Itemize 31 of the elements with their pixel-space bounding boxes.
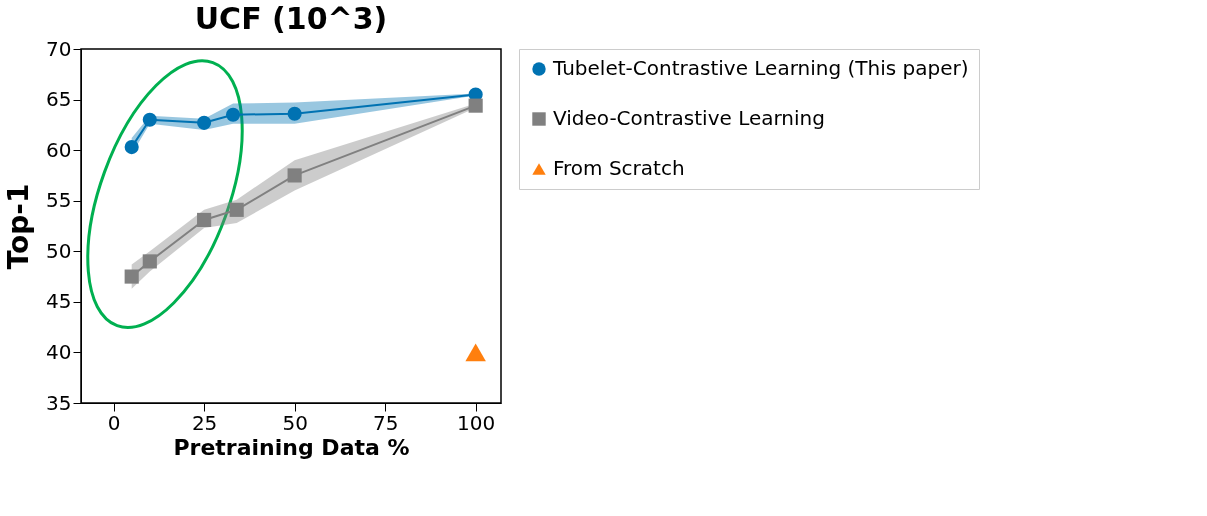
point <box>468 98 483 113</box>
y-axis-title: Top-1 <box>2 183 36 270</box>
y-tick-label: 55 <box>46 188 72 213</box>
x-tick-label: 25 <box>191 410 218 435</box>
x-tick-label: 75 <box>372 410 399 435</box>
point <box>287 106 302 121</box>
legend-label: From Scratch <box>553 156 685 180</box>
point <box>142 254 157 269</box>
y-tick-label: 40 <box>46 339 72 364</box>
legend-label: Tubelet-Contrastive Learning (This paper) <box>552 56 969 80</box>
legend-label: Video-Contrastive Learning <box>553 106 825 130</box>
x-tick-label: 100 <box>457 410 496 435</box>
y-tick-label: 35 <box>46 390 72 415</box>
y-tick-label: 65 <box>46 87 72 112</box>
y-tick-label: 50 <box>46 238 72 263</box>
point <box>197 212 212 227</box>
point <box>124 140 139 155</box>
y-tick-label: 70 <box>46 36 72 61</box>
x-tick-label: 50 <box>282 410 308 435</box>
point <box>124 269 139 284</box>
point <box>229 202 244 217</box>
y-tick-label: 45 <box>46 289 72 314</box>
x-axis-title: Pretraining Data % <box>173 434 410 460</box>
point <box>142 112 157 127</box>
point <box>465 343 486 362</box>
point <box>287 168 302 183</box>
x-tick-label: 0 <box>107 410 121 435</box>
chart-title: UCF (10^3) <box>194 1 388 36</box>
y-tick-label: 60 <box>46 137 72 162</box>
point <box>226 107 241 122</box>
point <box>197 115 212 130</box>
